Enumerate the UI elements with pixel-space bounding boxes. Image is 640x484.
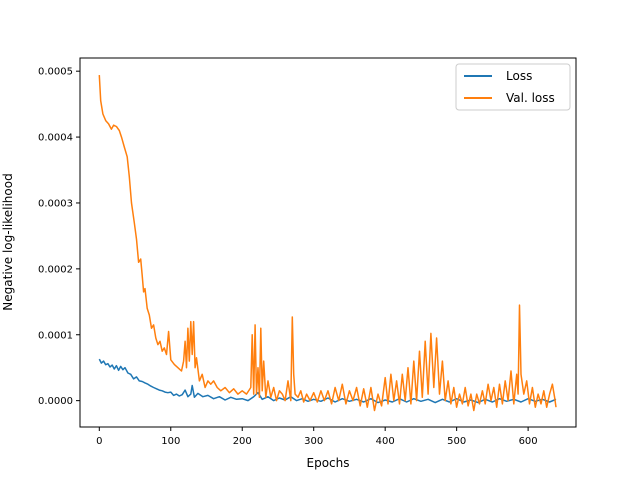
y-tick-label: 0.0002 (38, 264, 73, 275)
y-tick-label: 0.0005 (38, 67, 73, 78)
series-layer (98, 75, 557, 412)
x-tick-label: 500 (447, 436, 466, 447)
x-tick-label: 200 (233, 436, 252, 447)
y-tick-label: 0.0003 (38, 198, 73, 209)
x-tick-label: 300 (304, 436, 323, 447)
y-tick-label: 0.0004 (38, 133, 73, 144)
plot-frame (79, 57, 577, 428)
series-line-1 (98, 75, 557, 412)
y-tick-label: 0.0001 (38, 330, 73, 341)
x-tick-label: 400 (376, 436, 395, 447)
legend: Loss Val. loss (455, 63, 571, 111)
x-axis-label: Epochs (307, 456, 350, 470)
x-axis: 0 100 200 300 400 500 600 (96, 427, 538, 447)
legend-label-0: Loss (506, 69, 532, 83)
y-tick-label: 0.0000 (38, 396, 73, 407)
x-tick-label: 100 (161, 436, 180, 447)
y-axis-label: Negative log-likelihood (1, 173, 15, 310)
y-axis: 0.0000 0.0001 0.0002 0.0003 0.0004 0.0005 (38, 67, 80, 407)
x-tick-label: 600 (519, 436, 538, 447)
legend-label-1: Val. loss (506, 91, 555, 105)
x-tick-label: 0 (96, 436, 102, 447)
